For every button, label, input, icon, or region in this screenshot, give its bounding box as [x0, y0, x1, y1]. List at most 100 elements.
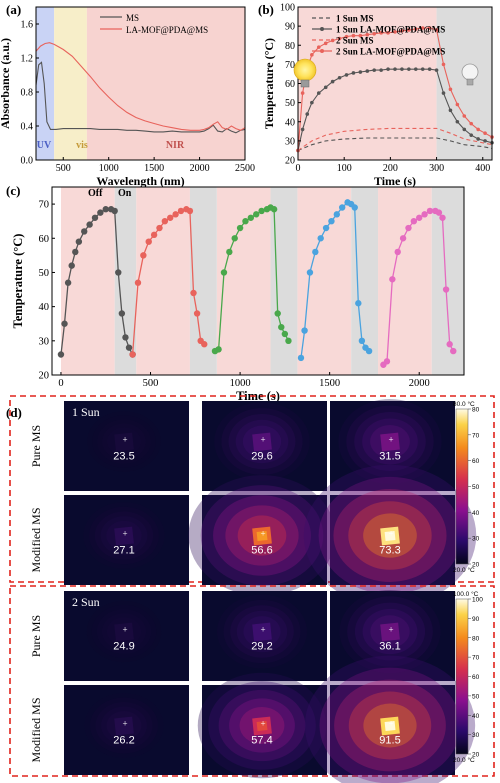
- legend-entry: 1 Sun LA-MOF@PDA@MS: [336, 25, 445, 35]
- bulb-base: [466, 78, 474, 86]
- colorbar-tick-label: 20: [472, 562, 480, 569]
- data-point: [358, 33, 363, 38]
- thermal-image: +31.5: [330, 399, 455, 491]
- data-point: [122, 334, 129, 341]
- sample-hotspot: [256, 530, 268, 541]
- x-tick-label: 2500: [235, 163, 255, 174]
- colorbar-tick-label: 60: [472, 674, 480, 681]
- bulb-glass: [293, 58, 317, 82]
- y-tick-label: 1.2: [21, 54, 34, 65]
- sample-square: [380, 432, 400, 452]
- data-point: [434, 28, 439, 32]
- y-tick-label: 100: [280, 3, 295, 14]
- data-point: [337, 36, 342, 41]
- x-tick-label: 0: [296, 163, 301, 174]
- data-point: [344, 34, 349, 39]
- crosshair-icon: +: [122, 529, 127, 539]
- data-point: [469, 133, 474, 137]
- crosshair-icon: +: [388, 719, 393, 729]
- data-point: [285, 337, 292, 345]
- data-point: [301, 327, 308, 334]
- data-point: [316, 91, 321, 95]
- region-1: [436, 7, 492, 160]
- data-point: [421, 211, 428, 218]
- sample-square: [380, 622, 400, 642]
- legend-marker: [320, 27, 324, 31]
- data-point: [338, 204, 346, 211]
- region-1: [54, 7, 87, 160]
- data-point: [281, 330, 289, 338]
- data-point: [462, 114, 467, 118]
- data-point: [190, 289, 197, 297]
- data-point: [355, 300, 362, 307]
- region-0: [36, 7, 55, 160]
- x-tick-label: 400: [475, 163, 490, 174]
- data-point: [125, 344, 133, 351]
- data-point: [330, 38, 335, 43]
- data-point: [446, 341, 453, 348]
- data-point: [441, 91, 446, 95]
- data-point: [97, 209, 104, 216]
- chart-temperature-time: 0 100 200 300 400 20 30 40 50 60 70 80 90 100 Time (s)…: [262, 3, 494, 188]
- data-point: [115, 269, 122, 276]
- data-point: [372, 68, 377, 72]
- colorbar-tick-label: 70: [472, 655, 480, 662]
- data-point: [167, 214, 174, 221]
- bulb-glass: [461, 63, 479, 81]
- colorbar-tick-label: 100: [472, 597, 483, 604]
- thermal-image: +73.3: [303, 464, 477, 607]
- temperature-readout: 56.6: [251, 545, 272, 557]
- data-point: [358, 70, 363, 74]
- data-point: [247, 214, 255, 221]
- data-point: [226, 248, 233, 256]
- temperature-readout: 31.5: [379, 451, 400, 463]
- region-label-vis: vis: [76, 140, 88, 151]
- x-axis-title: Time (s): [374, 174, 416, 188]
- colorbar-tick-label: 80: [472, 407, 480, 414]
- panel-label-d: (d): [6, 405, 22, 420]
- data-point: [330, 79, 335, 84]
- series-line-0: [35, 61, 246, 134]
- data-point: [156, 224, 163, 232]
- data-point: [476, 137, 480, 141]
- colorbar-tick-label: 80: [472, 635, 480, 642]
- data-point: [399, 235, 407, 242]
- y-tick-label: 40: [39, 302, 50, 313]
- data-point: [469, 121, 474, 126]
- data-point: [306, 269, 314, 276]
- colorbar-tick-label: 70: [472, 432, 480, 439]
- data-point: [358, 337, 366, 345]
- y-axis-title: Temperature (°C): [11, 234, 25, 329]
- y-tick-label: 80: [285, 41, 295, 52]
- data-point: [483, 139, 487, 143]
- data-point: [372, 31, 377, 36]
- thermal-image: +36.1: [330, 590, 455, 681]
- data-point: [413, 27, 418, 31]
- series-line-0: [297, 137, 493, 151]
- sample-square: [252, 622, 272, 642]
- data-point: [150, 231, 158, 239]
- crosshair-icon: +: [122, 435, 127, 445]
- x-tick-label: 2000: [190, 163, 210, 174]
- data-point: [111, 207, 118, 215]
- data-point: [274, 310, 281, 317]
- row-label: Pure MS: [29, 615, 43, 657]
- crosshair-icon: +: [122, 719, 127, 729]
- data-point: [322, 224, 330, 232]
- temperature-readout: 29.6: [251, 451, 272, 463]
- data-point: [129, 351, 136, 358]
- data-point: [201, 341, 208, 348]
- data-point: [365, 32, 370, 37]
- colorbar-tick-label: 30: [472, 536, 480, 543]
- thermal-image: +23.5: [64, 401, 189, 491]
- y-tick-label: 60: [39, 234, 50, 245]
- legend-entry: 2 Sun LA-MOF@PDA@MS: [336, 47, 445, 57]
- crosshair-icon: +: [260, 529, 265, 539]
- data-point: [365, 69, 370, 73]
- region-2: [86, 7, 245, 160]
- data-point: [426, 207, 434, 215]
- y-tick-label: 60: [285, 79, 295, 90]
- temperature-readout: 36.1: [379, 641, 400, 653]
- off-annotation: Off: [88, 188, 103, 199]
- data-point: [258, 207, 265, 215]
